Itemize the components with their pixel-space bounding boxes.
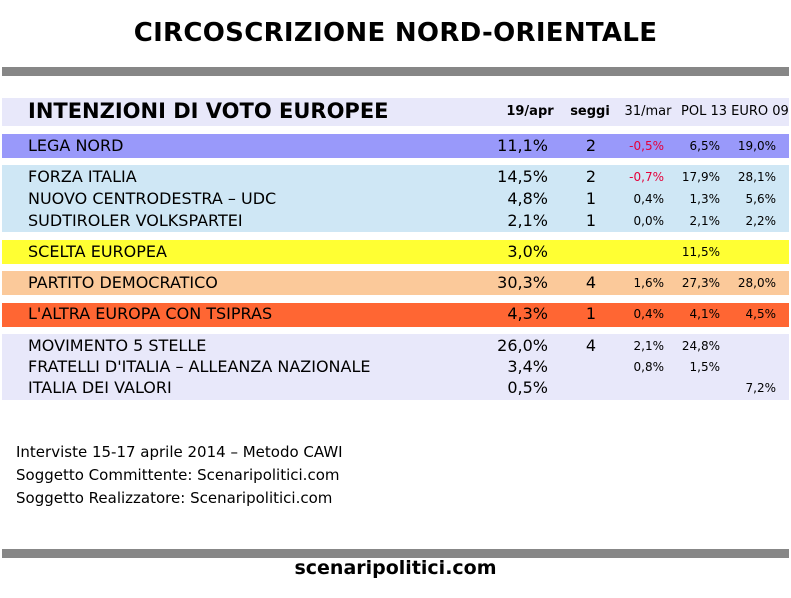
party-percentage: 4,3% <box>507 304 548 323</box>
party-name: NUOVO CENTRODESTRA – UDC <box>28 189 277 208</box>
party-seats: 2 <box>585 167 597 186</box>
column-header-seats: seggi <box>570 104 610 119</box>
party-name: PARTITO DEMOCRATICO <box>28 273 218 292</box>
party-name: SCELTA EUROPEA <box>28 242 167 261</box>
party-group-band <box>2 303 789 327</box>
party-name: ITALIA DEI VALORI <box>28 378 172 397</box>
party-change: -0,5% <box>629 139 664 153</box>
party-percentage: 3,4% <box>507 357 548 376</box>
party-pol13: 1,3% <box>689 192 721 206</box>
party-seats: 1 <box>585 304 597 323</box>
party-pol13: 1,5% <box>689 360 721 374</box>
party-name: L'ALTRA EUROPA CON TSIPRAS <box>28 304 273 323</box>
party-percentage: 4,8% <box>507 189 548 208</box>
note-committente: Soggetto Committente: Scenaripolitici.co… <box>16 466 340 484</box>
party-change: 0,4% <box>633 307 665 321</box>
party-change: 0,8% <box>633 360 665 374</box>
party-euro09: 28,0% <box>737 276 776 290</box>
table-header-band <box>2 98 789 126</box>
party-pol13: 17,9% <box>681 170 720 184</box>
party-change: 0,0% <box>633 214 665 228</box>
party-euro09: 28,1% <box>737 170 776 184</box>
table-heading: INTENZIONI DI VOTO EUROPEE <box>28 99 389 123</box>
party-percentage: 26,0% <box>497 336 548 355</box>
note-realizzatore: Soggetto Realizzatore: Scenaripolitici.c… <box>16 489 333 507</box>
column-header-pol: POL 13 <box>681 104 727 119</box>
party-percentage: 2,1% <box>507 211 548 230</box>
survey-notes: Interviste 15-17 aprile 2014 – Metodo CA… <box>16 441 343 510</box>
party-percentage: 0,5% <box>507 378 548 397</box>
party-percentage: 14,5% <box>497 167 548 186</box>
party-seats: 4 <box>585 273 597 292</box>
party-euro09: 2,2% <box>745 214 777 228</box>
party-change: 2,1% <box>633 339 665 353</box>
note-interviews: Interviste 15-17 aprile 2014 – Metodo CA… <box>16 443 343 461</box>
party-name: FORZA ITALIA <box>28 167 137 186</box>
party-seats: 4 <box>585 336 597 355</box>
party-seats: 2 <box>585 136 597 155</box>
column-header-current: 19/apr <box>506 104 554 119</box>
party-name: MOVIMENTO 5 STELLE <box>28 336 207 355</box>
column-header-prev: 31/mar <box>624 104 672 119</box>
party-pol13: 24,8% <box>681 339 720 353</box>
party-seats: 1 <box>585 189 597 208</box>
column-header-euro: EURO 09 <box>731 104 789 119</box>
top-divider <box>2 67 789 76</box>
party-group-band <box>2 240 789 264</box>
party-name: LEGA NORD <box>28 136 124 155</box>
party-group-band <box>2 134 789 158</box>
bottom-divider <box>2 549 789 558</box>
party-change: 1,6% <box>633 276 665 290</box>
site-footer: scenaripolitici.com <box>294 557 497 579</box>
party-pol13: 2,1% <box>689 214 721 228</box>
party-euro09: 4,5% <box>745 307 777 321</box>
party-pol13: 6,5% <box>689 139 721 153</box>
party-change: -0,7% <box>629 170 664 184</box>
party-percentage: 30,3% <box>497 273 548 292</box>
party-group-band <box>2 271 789 295</box>
party-percentage: 11,1% <box>497 136 548 155</box>
party-seats: 1 <box>585 211 597 230</box>
party-euro09: 5,6% <box>745 192 777 206</box>
party-euro09: 7,2% <box>745 381 777 395</box>
party-pol13: 11,5% <box>681 245 720 259</box>
party-pol13: 4,1% <box>689 307 721 321</box>
party-pol13: 27,3% <box>681 276 720 290</box>
party-group-band <box>2 334 789 400</box>
party-change: 0,4% <box>633 192 665 206</box>
party-percentage: 3,0% <box>507 242 548 261</box>
page-title: CIRCOSCRIZIONE NORD-ORIENTALE <box>133 18 658 48</box>
party-group-band <box>2 165 789 232</box>
party-euro09: 19,0% <box>737 139 776 153</box>
party-name: FRATELLI D'ITALIA – ALLEANZA NAZIONALE <box>28 357 371 376</box>
party-name: SUDTIROLER VOLKSPARTEI <box>28 211 243 230</box>
